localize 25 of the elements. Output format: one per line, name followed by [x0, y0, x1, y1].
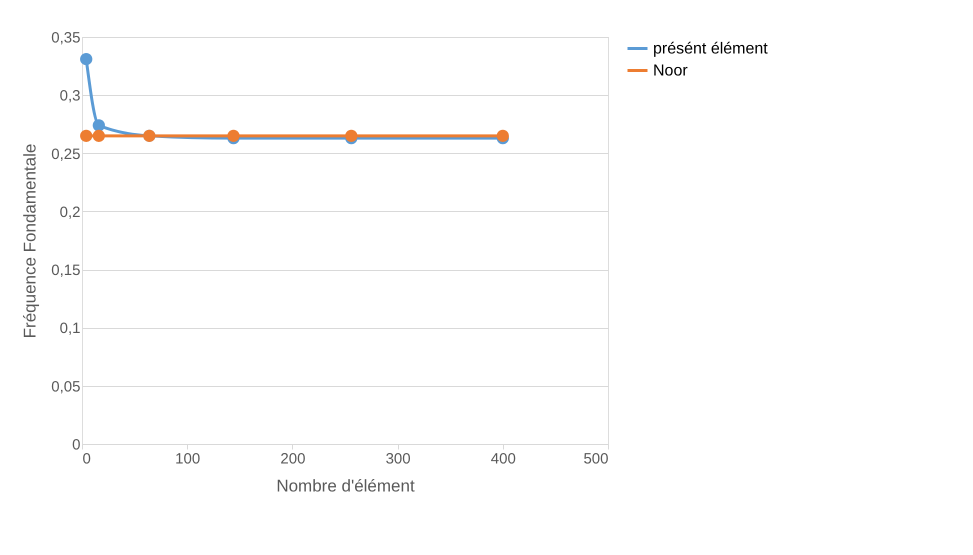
- x-tick-label: 100: [175, 450, 200, 468]
- y-tick-label: 0,2: [60, 204, 80, 221]
- legend-label: présént élément: [653, 40, 768, 58]
- y-tick-label: 0,35: [51, 30, 80, 46]
- x-tick-label: 500: [583, 450, 608, 468]
- point: [345, 130, 358, 142]
- point: [80, 130, 92, 142]
- y-tick-label: 0,15: [51, 262, 80, 280]
- y-tick-label: 0,3: [60, 88, 80, 105]
- legend-label: Noor: [653, 62, 688, 80]
- point: [496, 130, 509, 142]
- point: [92, 119, 105, 132]
- y-tick-label: 0: [72, 436, 80, 454]
- x-tick-label: 200: [280, 450, 306, 468]
- y-axis-title: Fréquence Fondamentale: [20, 144, 40, 338]
- point: [227, 130, 240, 142]
- x-axis-title: Nombre d'élément: [276, 476, 415, 496]
- y-tick-label: 0,1: [60, 320, 80, 338]
- point: [92, 130, 105, 142]
- x-tick-label: 300: [386, 450, 411, 468]
- y-tick-label: 0,25: [51, 146, 80, 163]
- y-tick-label: 0,05: [51, 378, 80, 396]
- point: [80, 52, 92, 66]
- x-tick-label: 0: [82, 450, 91, 468]
- x-tick-label: 400: [490, 450, 516, 468]
